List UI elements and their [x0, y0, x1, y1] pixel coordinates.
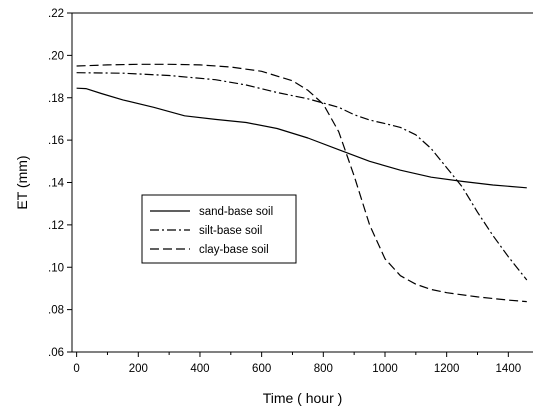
y-tick-label: .12	[48, 220, 64, 232]
y-axis: .06 .08 .10 .12 .14 .16 .18 .20 .22	[48, 8, 72, 359]
y-axis-label: ET (mm)	[14, 155, 30, 209]
x-tick-label: 200	[129, 363, 148, 375]
y-tick-label: .22	[48, 8, 64, 20]
x-tick-label: 1000	[372, 363, 398, 375]
legend-box	[141, 194, 297, 264]
x-axis: 0 200 400 600 800 1000 1200 1400	[73, 352, 521, 375]
x-tick-label: 0	[73, 363, 79, 375]
series-line-3	[76, 63, 527, 303]
y-tick-label: .08	[48, 305, 64, 317]
y-tick-label: .20	[48, 50, 64, 62]
x-axis-label: Time ( hour )	[263, 390, 343, 406]
y-tick-label: .10	[48, 262, 64, 274]
x-tick-label: 800	[314, 363, 333, 375]
x-tick-label: 1200	[434, 363, 460, 375]
x-tick-label: 600	[252, 363, 271, 375]
legend: sand-base soil silt-base soil clay-base so…	[141, 194, 297, 264]
legend-label-3: clay-base soil	[199, 244, 269, 256]
legend-label-1: sand-base soil	[199, 206, 273, 218]
y-tick-label: .14	[48, 178, 65, 190]
y-tick-label: .18	[48, 93, 64, 105]
series-line-2	[76, 72, 528, 281]
x-tick-label: 400	[190, 363, 209, 375]
series-layer	[76, 63, 528, 303]
y-tick-label: .06	[48, 347, 64, 359]
x-tick-label: 1400	[496, 363, 522, 375]
legend-label-2: silt-base soil	[199, 225, 262, 237]
plot-frame	[71, 12, 533, 353]
y-tick-label: .16	[48, 135, 64, 147]
series-line-1	[76, 87, 527, 189]
